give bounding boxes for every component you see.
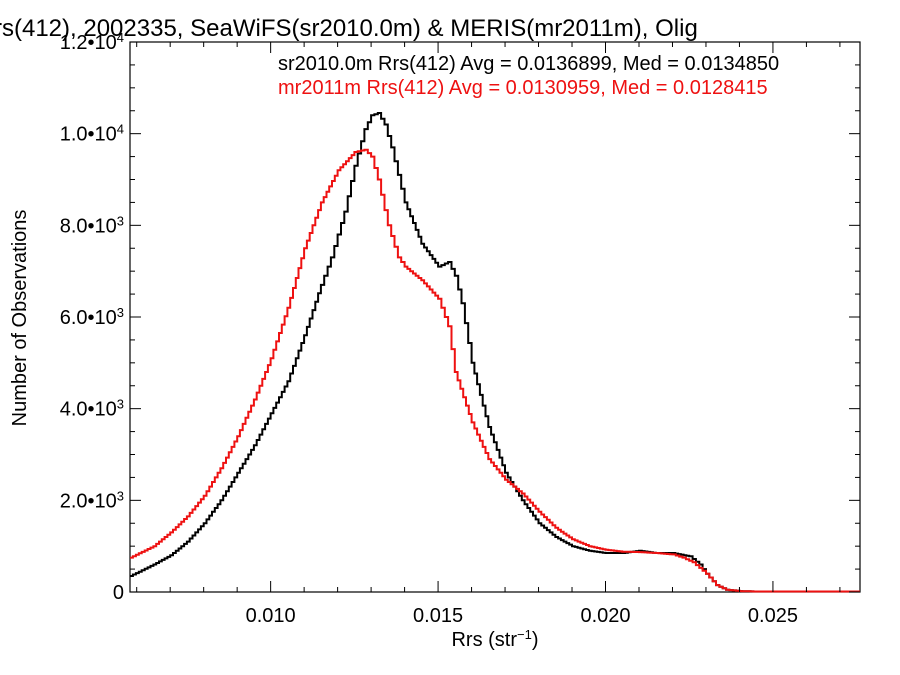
legend: sr2010.0m Rrs(412) Avg = 0.0136899, Med … [278,53,779,99]
x-tick-label: 0.015 [413,605,463,627]
y-tick-exponent: 3 [117,213,124,228]
x-axis-label-main: Rrs (str [451,629,517,651]
y-tick-mantissa: 1.0•10 [60,124,117,146]
x-axis-label-close: ) [532,629,539,651]
y-tick-label: 2.0•103 [60,488,124,513]
y-tick-label: 1.2•104 [60,30,124,55]
x-axis-label-sup: −1 [517,627,532,642]
y-tick-mantissa: 1.2•10 [60,32,117,54]
x-tick-label: 0.010 [246,605,296,627]
y-tick-mantissa: 6.0•10 [60,307,117,329]
x-tick-label: 0.025 [748,605,798,627]
y-tick-label: 8.0•103 [60,213,124,238]
y-tick-exponent: 3 [117,396,124,411]
y-tick-label: 0 [113,582,124,604]
y-axis: 02.0•1034.0•1036.0•1038.0•1031.0•1041.2•… [60,30,860,604]
y-axis-label: Number of Observations [9,210,31,427]
y-tick-mantissa: 8.0•10 [60,215,117,237]
x-tick-label: 0.020 [580,605,630,627]
series-line-1 [130,148,860,593]
legend-entry-1: mr2011m Rrs(412) Avg = 0.0130959, Med = … [278,77,768,99]
y-tick-mantissa: 0 [113,582,124,604]
series-group [130,112,860,593]
y-tick-exponent: 3 [117,488,124,503]
y-tick-exponent: 4 [117,30,124,45]
y-tick-mantissa: 2.0•10 [60,490,117,512]
y-tick-mantissa: 4.0•10 [60,399,117,421]
plot-area: 02.0•1034.0•1036.0•1038.0•1031.0•1041.2•… [60,30,861,627]
x-axis: 0.010 0.015 0.020 0.025 [136,42,841,627]
y-tick-exponent: 3 [117,305,124,320]
x-axis-label: Rrs (str−1) [451,627,538,652]
y-tick-label: 4.0•103 [60,396,124,421]
y-tick-label: 6.0•103 [60,305,124,330]
y-tick-exponent: 4 [117,121,124,136]
legend-entry-0: sr2010.0m Rrs(412) Avg = 0.0136899, Med … [278,53,779,75]
series-line-0 [130,112,860,593]
chart-title: rs(412), 2002335, SeaWiFS(sr2010.0m) & M… [0,15,698,42]
y-tick-label: 1.0•104 [60,121,124,146]
plot-frame [129,41,861,593]
